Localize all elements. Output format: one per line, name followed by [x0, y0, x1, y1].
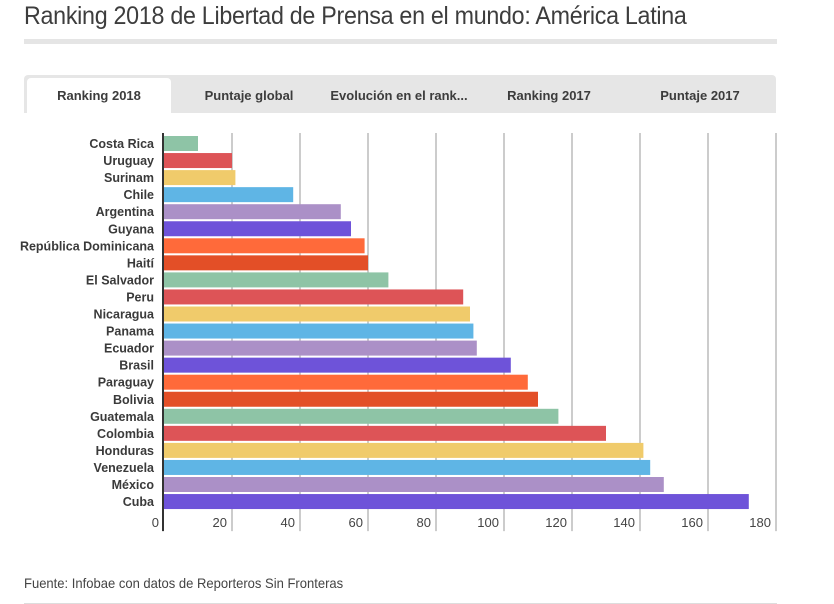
category-label: Colombia: [97, 427, 155, 441]
category-label: Guatemala: [90, 410, 155, 424]
bar: [164, 340, 477, 356]
bar: [164, 221, 351, 237]
bar: [164, 153, 232, 169]
category-label: El Salvador: [86, 273, 154, 287]
x-tick-label: 60: [349, 515, 363, 530]
bar: [164, 289, 464, 305]
category-label: Panama: [106, 325, 155, 339]
category-label: Bolivia: [113, 393, 155, 407]
bar: [164, 255, 368, 271]
tab-ranking-2017[interactable]: Ranking 2017: [507, 88, 591, 103]
x-tick-label: 40: [281, 515, 295, 530]
bar: [164, 374, 528, 390]
x-tick-label: 120: [545, 515, 567, 530]
category-label: Ecuador: [104, 342, 154, 356]
x-axis-tick-labels: 0 20 40 60 80 100 120 140 160 180: [152, 515, 771, 530]
x-tick-label: 160: [681, 515, 703, 530]
bar: [164, 238, 365, 254]
x-tick-label: 0: [152, 515, 159, 530]
category-label: Peru: [126, 290, 154, 304]
title-divider: [24, 39, 777, 44]
bar: [164, 391, 538, 407]
category-label: Costa Rica: [89, 137, 155, 151]
source-note: Fuente: Infobae con datos de Reporteros …: [24, 575, 344, 591]
category-label: Venezuela: [94, 461, 155, 475]
bar: [164, 323, 474, 339]
bar: [164, 306, 470, 322]
bar: [164, 357, 511, 373]
category-label: Surinam: [104, 171, 154, 185]
category-label: Brasil: [119, 359, 154, 373]
bar: [164, 136, 198, 151]
bar-chart: Costa Rica Uruguay Surinam Chile Argentina Gu…: [20, 133, 777, 532]
gridlines: [231, 133, 777, 532]
category-label: Argentina: [96, 205, 155, 219]
x-tick-label: 140: [613, 515, 635, 530]
bar: [164, 204, 341, 220]
bar: [164, 272, 389, 288]
bar: [164, 408, 559, 424]
tab-bar: Ranking 2018 Puntaje global Evolución en…: [24, 75, 776, 113]
category-label: Cuba: [123, 495, 155, 509]
bar: [164, 477, 664, 492]
bar: [164, 425, 606, 441]
bar: [164, 442, 644, 458]
category-label: México: [112, 478, 155, 492]
x-tick-label: 80: [417, 515, 431, 530]
bar: [164, 494, 749, 510]
x-tick-label: 180: [749, 515, 771, 530]
chart-title: Ranking 2018 de Libertad de Prensa en el…: [24, 2, 687, 30]
bar: [164, 170, 236, 186]
tab-puntaje-2017[interactable]: Puntaje 2017: [660, 88, 740, 103]
category-labels: Costa Rica Uruguay Surinam Chile Argentina Gu…: [20, 137, 155, 509]
bar: [164, 459, 651, 475]
x-tick-label: 100: [477, 515, 499, 530]
bars: [164, 136, 749, 510]
category-label: Honduras: [96, 444, 154, 458]
tab-ranking-2018[interactable]: Ranking 2018: [27, 78, 171, 113]
category-label: Paraguay: [98, 376, 154, 390]
tab-evolucion-ranking[interactable]: Evolución en el rank...: [330, 88, 468, 103]
bar: [164, 187, 294, 203]
category-label: Haití: [127, 256, 155, 270]
category-label: Guyana: [108, 222, 155, 236]
category-label: Uruguay: [103, 154, 154, 168]
category-label: Chile: [123, 188, 154, 202]
category-label: Nicaragua: [94, 308, 155, 322]
x-tick-label: 20: [213, 515, 227, 530]
tab-puntaje-global[interactable]: Puntaje global: [204, 88, 294, 103]
category-label: República Dominicana: [20, 239, 155, 253]
